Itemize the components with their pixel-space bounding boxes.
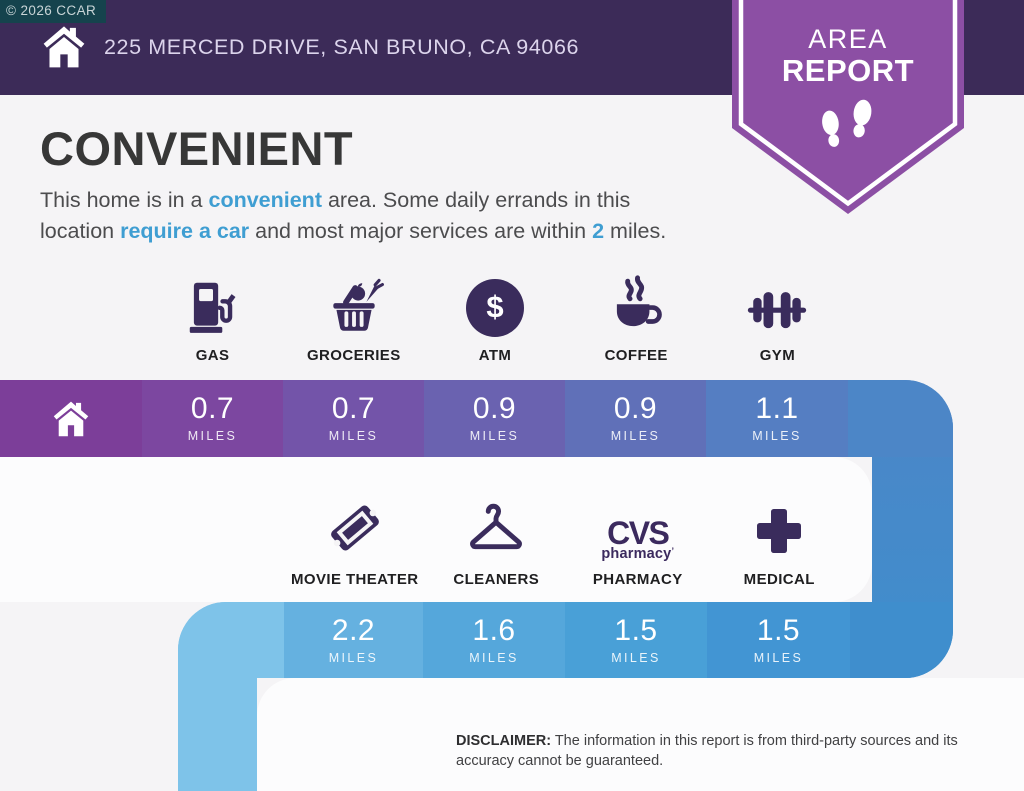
- copyright-badge: © 2026 CCAR: [0, 0, 107, 23]
- desc-part: and most major services are within: [249, 219, 593, 244]
- amenity-coffee: COFFEE: [566, 260, 707, 364]
- distance-segment: 1.1 MILES: [706, 380, 848, 457]
- description-text: This home is in a convenient area. Some …: [40, 185, 695, 247]
- amenity-movie-theater: MOVIE THEATER: [284, 484, 426, 588]
- home-icon: [43, 26, 85, 68]
- amenity-label: COFFEE: [604, 347, 668, 364]
- movie-ticket-icon: [330, 505, 379, 551]
- cvs-pharmacy-logo: CVS pharmacy’: [601, 517, 674, 562]
- disclaimer-label: DISCLAIMER:: [456, 733, 552, 749]
- desc-highlight: require a car: [120, 219, 250, 244]
- distance-value: 0.7: [190, 392, 235, 425]
- miles-label: MILES: [610, 429, 661, 443]
- distance-segment: 1.6 MILES: [423, 602, 565, 678]
- distance-value: 1.5: [614, 613, 658, 647]
- ribbon-line1: AREA: [808, 24, 888, 54]
- property-address: 225 MERCED DRIVE, SAN BRUNO, CA 94066: [104, 35, 580, 59]
- distance-segment: 2.2 MILES: [284, 602, 423, 678]
- amenity-gym: GYM: [707, 260, 848, 364]
- distance-value: 0.9: [472, 392, 517, 425]
- distance-segment: 0.7 MILES: [283, 380, 424, 457]
- amenity-label: PHARMACY: [592, 571, 683, 588]
- distance-bar-2: 2.2 MILES 1.6 MILES 1.5 MILES 1.5 MILES: [178, 602, 953, 678]
- miles-label: MILES: [187, 429, 238, 443]
- distance-bar-1: 0.7 MILES 0.7 MILES 0.9 MILES 0.9 MILES …: [0, 380, 953, 457]
- home-segment: [0, 380, 142, 457]
- route-connector: [178, 602, 284, 678]
- amenity-medical: MEDICAL: [709, 484, 851, 588]
- amenity-pharmacy: CVS pharmacy’ PHARMACY: [567, 484, 709, 589]
- dumbbell-icon: [748, 292, 807, 329]
- medical-cross-icon: [757, 509, 802, 553]
- desc-highlight: 2: [592, 219, 605, 244]
- desc-part: area. Some daily errands in this locatio…: [40, 188, 631, 244]
- miles-label: MILES: [611, 650, 661, 665]
- amenity-label: GROCERIES: [306, 347, 401, 364]
- disclaimer-text: DISCLAIMER: The information in this repo…: [456, 731, 996, 772]
- amenity-row-1: GAS GROCERIES: [142, 260, 848, 364]
- route-connector: [848, 380, 953, 457]
- distance-value: 1.5: [756, 613, 801, 647]
- distance-value: 2.2: [331, 613, 376, 647]
- amenity-cleaners: CLEANERS: [426, 484, 568, 588]
- miles-label: MILES: [752, 429, 802, 443]
- distance-segment: 1.5 MILES: [565, 602, 707, 678]
- page-title: CONVENIENT: [40, 122, 354, 175]
- amenity-label: CLEANERS: [453, 571, 540, 588]
- gas-pump-icon: [189, 282, 236, 333]
- desc-part: miles.: [604, 219, 667, 244]
- amenity-label: MEDICAL: [743, 571, 815, 588]
- home-icon: [53, 401, 89, 436]
- amenity-gas: GAS: [142, 260, 283, 364]
- amenity-label: MOVIE THEATER: [291, 571, 419, 588]
- miles-label: MILES: [328, 650, 379, 665]
- footprints-icon: [822, 99, 872, 147]
- amenity-label: ATM: [478, 347, 512, 364]
- coffee-cup-icon: [617, 275, 663, 327]
- cvs-trademark: ’: [671, 545, 675, 556]
- amenity-groceries: GROCERIES: [283, 260, 424, 364]
- dollar-sign: $: [486, 289, 504, 324]
- distance-value: 0.9: [613, 392, 658, 425]
- ribbon-line2: REPORT: [781, 53, 915, 88]
- ribbon-title: AREA REPORT: [732, 24, 964, 89]
- cvs-pharmacy-word: pharmacy: [601, 545, 672, 562]
- distance-segment: 0.9 MILES: [565, 380, 706, 457]
- ribbon-banner-shape: [732, 0, 964, 214]
- amenity-atm: $ ATM: [424, 260, 565, 364]
- route-inner-gap-1: [0, 457, 872, 602]
- miles-label: MILES: [753, 650, 804, 665]
- route-inner-gap-2: [257, 678, 1024, 791]
- distance-segment: 0.7 MILES: [142, 380, 283, 457]
- amenity-label: GAS: [195, 347, 230, 364]
- area-report-ribbon: AREA REPORT: [732, 0, 964, 218]
- amenity-label: GYM: [759, 347, 796, 364]
- cvs-wordmark: CVS: [607, 514, 670, 551]
- desc-highlight: convenient: [208, 188, 322, 212]
- hanger-icon: [470, 503, 523, 550]
- grocery-basket-icon: [333, 278, 384, 331]
- distance-segment: 0.9 MILES: [424, 380, 565, 457]
- amenity-row-2: MOVIE THEATER CLEANERS CVS pharmacy’ PHA…: [284, 484, 850, 588]
- distance-value: 0.7: [331, 392, 376, 425]
- desc-part: This home is in a: [40, 188, 209, 212]
- disclaimer-body: The information in this report is from t…: [456, 733, 958, 770]
- distance-value: 1.6: [472, 613, 516, 647]
- miles-label: MILES: [469, 650, 519, 665]
- miles-label: MILES: [328, 429, 379, 443]
- route-connector: [850, 602, 953, 678]
- cvs-pharmacy-text: pharmacy’: [601, 545, 675, 562]
- distance-value: 1.1: [755, 392, 799, 425]
- miles-label: MILES: [469, 429, 520, 443]
- atm-dollar-icon: $: [466, 279, 524, 337]
- distance-segment: 1.5 MILES: [707, 602, 850, 678]
